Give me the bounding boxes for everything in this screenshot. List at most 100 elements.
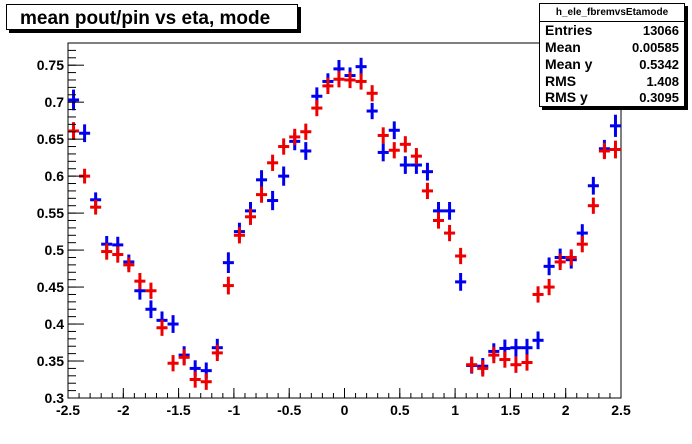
data-point <box>112 246 124 263</box>
data-point <box>134 273 146 290</box>
stats-label: Mean <box>545 39 581 55</box>
x-tick-label: -1 <box>228 402 241 418</box>
x-tick-label: -0.5 <box>277 402 301 418</box>
stats-value: 0.5342 <box>639 57 679 72</box>
stats-histogram-name: h_ele_fbremvsEtamode <box>540 4 684 22</box>
stats-value: 0.00585 <box>632 40 679 55</box>
stats-label: Mean y <box>545 56 593 72</box>
data-point <box>587 197 599 214</box>
data-point <box>145 282 157 299</box>
data-point <box>488 346 500 364</box>
data-point <box>300 142 312 160</box>
data-point <box>233 227 245 244</box>
stats-row-rms-y: RMS y 0.3095 <box>545 89 679 106</box>
x-tick-label: 0.5 <box>390 402 410 418</box>
data-point <box>68 89 80 111</box>
data-point <box>90 199 102 215</box>
data-point <box>609 140 621 159</box>
data-point <box>101 243 113 260</box>
data-point <box>421 162 433 181</box>
stats-value: 0.3095 <box>639 90 679 105</box>
y-tick-label: 0.3 <box>45 390 65 406</box>
y-tick-label: 0.55 <box>37 205 64 221</box>
x-tick-label: 1.5 <box>501 402 521 418</box>
data-point <box>455 273 467 291</box>
data-point <box>222 276 234 295</box>
data-point <box>466 356 478 373</box>
data-point <box>510 356 522 373</box>
data-point <box>156 319 168 336</box>
data-point <box>587 176 599 195</box>
stats-row-mean: Mean 0.00585 <box>545 39 679 56</box>
data-point <box>455 247 467 265</box>
x-tick-label: -2 <box>117 402 130 418</box>
data-point <box>322 77 334 95</box>
data-point <box>278 166 290 186</box>
data-point <box>123 257 135 273</box>
data-point <box>444 224 456 242</box>
y-tick-label: 0.4 <box>45 316 65 332</box>
series-1-markers <box>68 71 621 390</box>
data-point <box>178 349 190 366</box>
data-point <box>355 57 367 76</box>
data-point <box>68 122 80 140</box>
data-point <box>200 373 212 390</box>
data-point <box>576 236 588 253</box>
chart-title: mean pout/pin vs eta, mode <box>20 8 271 29</box>
data-point <box>211 344 223 362</box>
data-point <box>377 143 389 162</box>
data-point <box>399 136 411 153</box>
stats-row-mean-y: Mean y 0.5342 <box>545 56 679 73</box>
data-point <box>543 278 555 296</box>
chart-title-box: mean pout/pin vs eta, mode <box>6 4 298 30</box>
stats-row-rms: RMS 1.408 <box>545 73 679 90</box>
data-point <box>300 123 312 140</box>
data-point <box>598 142 610 160</box>
data-point <box>554 253 566 271</box>
data-point <box>377 127 389 144</box>
data-point <box>189 371 201 388</box>
x-tick-label: -2.5 <box>56 402 80 418</box>
stats-label: RMS <box>545 73 577 89</box>
y-tick-label: 0.65 <box>37 131 64 147</box>
data-point <box>399 156 411 174</box>
axes: -2.5 -2 -1.5 -1 -0.5 0 0.5 1 1.5 2 2.5 0.3 0.35 0.4 0.… <box>37 42 631 418</box>
stats-label: RMS y <box>545 89 588 105</box>
x-tick-label: 1 <box>451 402 459 418</box>
data-point <box>222 252 234 274</box>
stats-row-entries: Entries 13066 <box>545 22 679 39</box>
data-point <box>510 338 522 357</box>
data-point <box>543 257 555 276</box>
data-point <box>256 186 268 203</box>
data-point <box>388 142 400 159</box>
y-tick-label: 0.75 <box>37 57 64 73</box>
data-point <box>565 249 577 266</box>
data-point <box>244 208 257 225</box>
data-point <box>410 148 422 165</box>
x-tick-label: 2.5 <box>611 402 631 418</box>
data-point <box>289 128 301 146</box>
data-point <box>145 300 157 319</box>
data-point <box>267 190 279 211</box>
data-point <box>444 202 456 220</box>
data-point <box>499 351 511 368</box>
data-point <box>421 182 433 200</box>
stats-value: 13066 <box>642 23 679 38</box>
data-point <box>167 355 179 372</box>
x-tick-label: 0 <box>341 402 349 418</box>
data-point <box>278 138 290 155</box>
data-point <box>79 124 91 143</box>
data-point <box>532 286 544 303</box>
x-tick-label: 2 <box>562 402 570 418</box>
data-point <box>355 73 367 90</box>
stats-value: 1.408 <box>646 74 679 89</box>
data-point <box>521 354 533 371</box>
data-point <box>311 99 323 117</box>
data-point <box>432 212 445 229</box>
y-tick-label: 0.7 <box>45 94 65 110</box>
data-point <box>521 338 533 357</box>
data-point <box>366 85 378 102</box>
data-point <box>256 170 268 190</box>
y-tick-label: 0.6 <box>45 168 65 184</box>
